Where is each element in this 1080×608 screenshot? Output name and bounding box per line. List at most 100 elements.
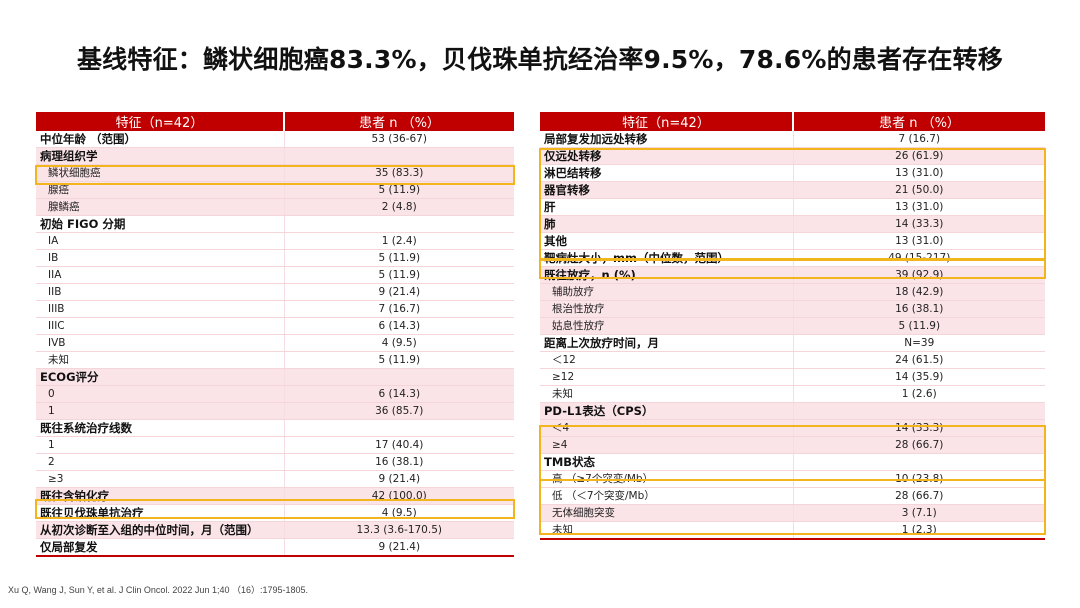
table-row: 器官转移 21 (50.0) xyxy=(540,181,1045,199)
table-row: ECOG评分 xyxy=(36,368,514,386)
row-label: PD-L1表达（CPS） xyxy=(540,402,793,420)
table-row: 无体细胞突变 3 (7.1) xyxy=(540,504,1045,522)
table-row: 未知 1 (2.3) xyxy=(540,521,1045,540)
row-label: 距离上次放疗时间，月 xyxy=(540,334,793,352)
header-patients: 患者 n （%） xyxy=(793,112,1045,131)
table-row: IIB 9 (21.4) xyxy=(36,283,514,301)
row-value: 13 (31.0) xyxy=(792,198,1045,216)
row-value: 14 (35.9) xyxy=(792,368,1045,386)
table-row: TMB状态 xyxy=(540,453,1045,471)
table-row: 2 16 (38.1) xyxy=(36,453,514,471)
table-row: ≥3 9 (21.4) xyxy=(36,470,514,488)
row-label: 根治性放疗 xyxy=(540,300,793,318)
row-value: 7 (16.7) xyxy=(792,131,1045,148)
row-value: N=39 xyxy=(792,334,1045,352)
row-value: 7 (16.7) xyxy=(283,300,514,318)
table-row: 肝 13 (31.0) xyxy=(540,198,1045,216)
row-value: 2 (4.8) xyxy=(283,198,514,216)
row-label: 1 xyxy=(36,436,284,454)
row-label: ＜4 xyxy=(540,419,793,437)
citation: Xu Q, Wang J, Sun Y, et al. J Clin Oncol… xyxy=(8,585,309,595)
row-label: 2 xyxy=(36,453,284,471)
row-value: 42 (100.0) xyxy=(283,487,514,505)
table-row: 既往贝伐珠单抗治疗 4 (9.5) xyxy=(36,504,514,522)
row-value: 17 (40.4) xyxy=(283,436,514,454)
row-label: IVB xyxy=(36,334,284,352)
row-value: 35 (83.3) xyxy=(283,164,514,182)
table-row: ＜4 14 (33.3) xyxy=(540,419,1045,437)
table-row: 中位年龄 （范围） 53 (36-67) xyxy=(36,131,514,148)
row-value: 6 (14.3) xyxy=(283,385,514,403)
row-value: 28 (66.7) xyxy=(792,436,1045,454)
row-label: 无体细胞突变 xyxy=(540,504,793,522)
row-value xyxy=(792,402,1045,420)
row-value: 5 (11.9) xyxy=(283,266,514,284)
table-row: 既往系统治疗线数 xyxy=(36,419,514,437)
row-value: 4 (9.5) xyxy=(283,504,514,522)
table-row: 肺 14 (33.3) xyxy=(540,215,1045,233)
row-label: 腺鳞癌 xyxy=(36,198,284,216)
table-row: 既往含铂化疗 42 (100.0) xyxy=(36,487,514,505)
row-value: 5 (11.9) xyxy=(792,317,1045,335)
row-label: 低 （＜7个突变/Mb） xyxy=(540,487,793,505)
row-value: 26 (61.9) xyxy=(792,147,1045,165)
table-row: 既往放疗，n (%) 39 (92.9) xyxy=(540,266,1045,284)
row-value: 21 (50.0) xyxy=(792,181,1045,199)
row-label: 腺癌 xyxy=(36,181,284,199)
table-row: IIIB 7 (16.7) xyxy=(36,300,514,318)
table-header-row: 特征（n=42） 患者 n （%） xyxy=(36,112,514,131)
table-row: 鳞状细胞癌 35 (83.3) xyxy=(36,164,514,182)
row-value: 5 (11.9) xyxy=(283,249,514,267)
table-row: 从初次诊断至入组的中位时间，月（范围） 13.3 (3.6-170.5) xyxy=(36,521,514,539)
table-row: 初始 FIGO 分期 xyxy=(36,215,514,233)
row-label: ≥12 xyxy=(540,368,793,386)
table-row: IA 1 (2.4) xyxy=(36,232,514,250)
row-label: 初始 FIGO 分期 xyxy=(36,215,284,233)
row-label: 肺 xyxy=(540,215,793,233)
table-row: 淋巴结转移 13 (31.0) xyxy=(540,164,1045,182)
table-row: 其他 13 (31.0) xyxy=(540,232,1045,250)
row-value: 36 (85.7) xyxy=(283,402,514,420)
row-value: 53 (36-67) xyxy=(283,131,514,148)
table-row: PD-L1表达（CPS） xyxy=(540,402,1045,420)
row-value xyxy=(283,368,514,386)
table-row: 腺癌 5 (11.9) xyxy=(36,181,514,199)
row-value: 5 (11.9) xyxy=(283,181,514,199)
row-value: 9 (21.4) xyxy=(283,283,514,301)
row-value: 14 (33.3) xyxy=(792,419,1045,437)
row-label: IIA xyxy=(36,266,284,284)
row-value: 13 (31.0) xyxy=(792,164,1045,182)
row-label: IA xyxy=(36,232,284,250)
row-label: ≥3 xyxy=(36,470,284,488)
row-label: 靶病灶大小，mm（中位数，范围） xyxy=(540,249,793,267)
row-value: 24 (61.5) xyxy=(792,351,1045,369)
row-value: 14 (33.3) xyxy=(792,215,1045,233)
baseline-table-left: 特征（n=42） 患者 n （%） 中位年龄 （范围） 53 (36-67) 病理组… xyxy=(36,112,514,557)
page-title: 基线特征：鳞状细胞癌83.3%，贝伐珠单抗经治率9.5%，78.6%的患者存在转… xyxy=(76,45,1003,74)
row-value xyxy=(792,453,1045,471)
row-value: 5 (11.9) xyxy=(283,351,514,369)
row-value: 10 (23.8) xyxy=(792,470,1045,488)
row-label: 既往系统治疗线数 xyxy=(36,419,284,437)
row-label: IB xyxy=(36,249,284,267)
table-row: IIA 5 (11.9) xyxy=(36,266,514,284)
row-label: IIIB xyxy=(36,300,284,318)
table-row: ＜12 24 (61.5) xyxy=(540,351,1045,369)
table-row: 1 36 (85.7) xyxy=(36,402,514,420)
row-label: 0 xyxy=(36,385,284,403)
row-label: 肝 xyxy=(540,198,793,216)
row-label: 辅助放疗 xyxy=(540,283,793,301)
row-value xyxy=(283,147,514,165)
row-value: 39 (92.9) xyxy=(792,266,1045,284)
table-row: 靶病灶大小，mm（中位数，范围） 49 (15-217) xyxy=(540,249,1045,267)
row-label: ＜12 xyxy=(540,351,793,369)
table-row: 高 （≥7个突变/Mb） 10 (23.8) xyxy=(540,470,1045,488)
table-row: 低 （＜7个突变/Mb） 28 (66.7) xyxy=(540,487,1045,505)
row-value: 4 (9.5) xyxy=(283,334,514,352)
row-value: 28 (66.7) xyxy=(792,487,1045,505)
row-label: 从初次诊断至入组的中位时间，月（范围） xyxy=(36,521,284,539)
row-label: 仅远处转移 xyxy=(540,147,793,165)
header-characteristic: 特征（n=42） xyxy=(36,112,285,131)
table-row: ≥12 14 (35.9) xyxy=(540,368,1045,386)
table-row: 辅助放疗 18 (42.9) xyxy=(540,283,1045,301)
